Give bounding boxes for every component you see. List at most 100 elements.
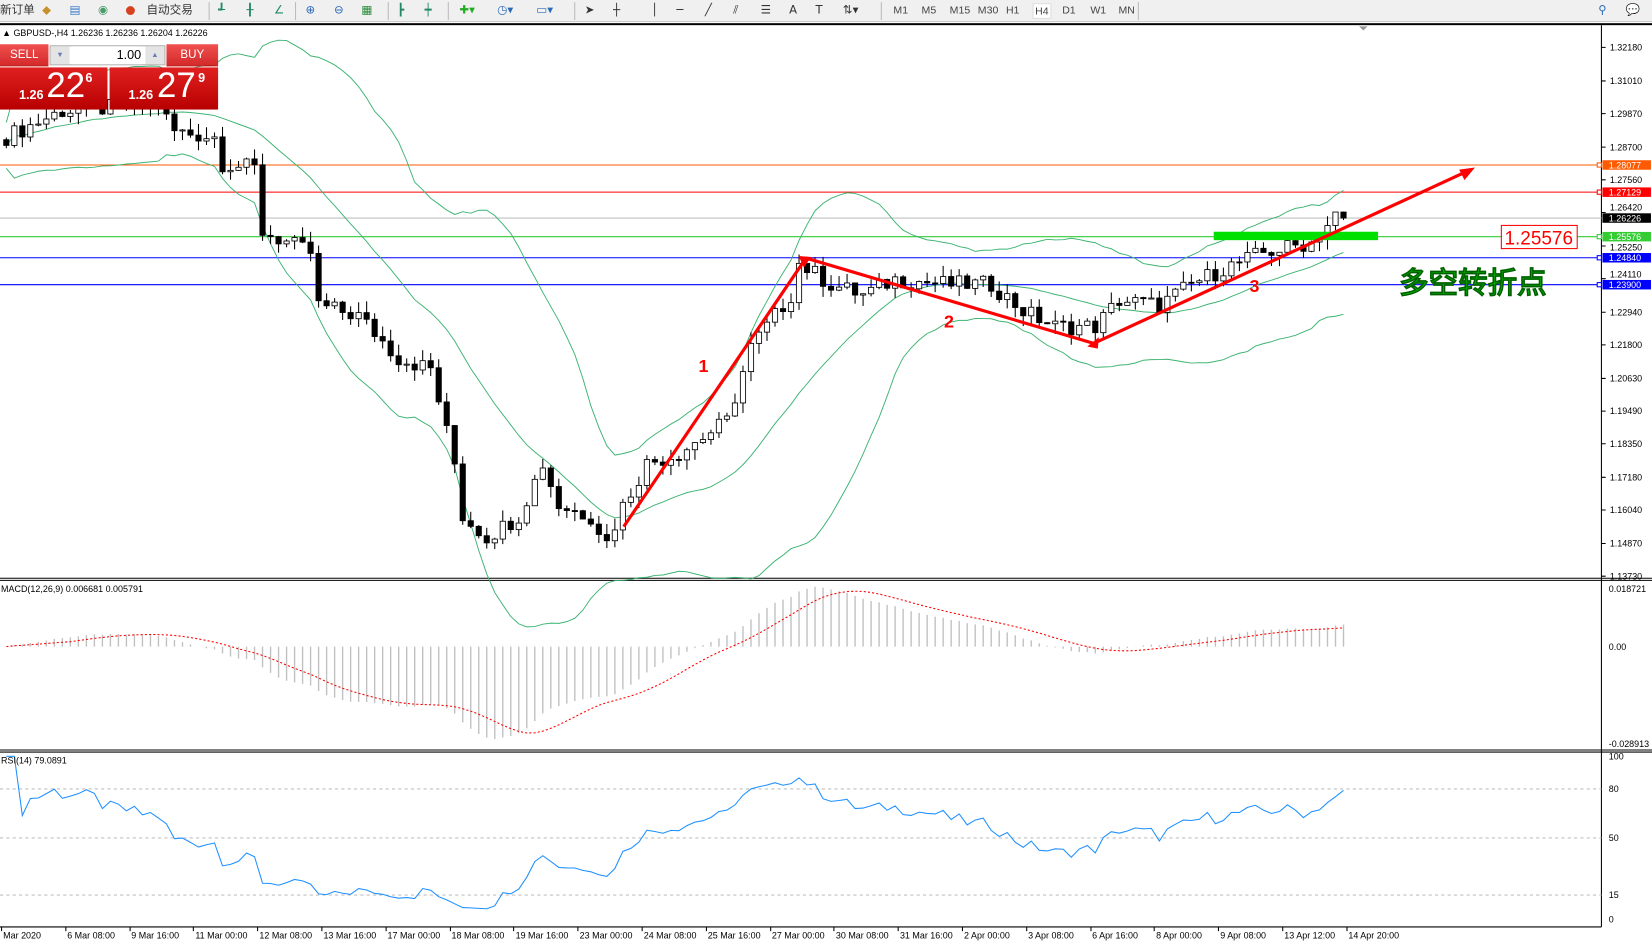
line-handle[interactable] [1596,255,1602,261]
candle[interactable] [996,281,1003,303]
candle[interactable] [1052,310,1059,335]
candle[interactable] [1228,257,1235,281]
candle[interactable] [539,458,546,481]
zoom-out-icon[interactable]: ⊖ [333,3,344,17]
candle[interactable] [1252,240,1259,254]
timeframe-m30[interactable]: M30 [977,5,999,17]
signals-icon[interactable]: ◉ [97,3,109,17]
candle[interactable] [339,300,346,320]
candle[interactable] [595,515,602,544]
lot-decrease-button[interactable]: ▼ [50,46,70,65]
chart-shift-icon[interactable]: ┿ [424,3,432,17]
market-watch-icon[interactable]: ▤ [69,3,81,17]
wave-1-trendline[interactable] [622,257,808,528]
candle[interactable] [43,108,50,130]
candle[interactable] [956,269,963,297]
candle[interactable] [211,132,218,149]
candle[interactable] [795,254,803,310]
text-label-icon[interactable]: T [815,3,823,17]
candle[interactable] [531,474,538,507]
candle[interactable] [988,274,995,297]
fibonacci-icon[interactable]: ☰ [760,3,772,17]
candle[interactable] [467,511,474,529]
lot-stepper[interactable]: ▼ ▲ [49,45,166,66]
candle[interactable] [627,488,634,508]
chart-window[interactable]: 1.28077 1.27129 1.25576 1.24840 1.23900 1.262… [0,23,1652,948]
line-chart-icon[interactable]: ∠ [273,3,285,17]
candle[interactable] [587,511,594,527]
candle[interactable] [683,447,690,470]
candle[interactable] [499,510,506,545]
candle[interactable] [403,358,410,373]
candle[interactable] [1284,239,1291,253]
cursor-icon[interactable]: ➤ [584,3,595,17]
candle[interactable] [555,478,562,517]
horizontal-line-icon[interactable]: ─ [676,3,684,17]
timeframe-h4[interactable]: H4 [1031,3,1052,19]
candle[interactable] [1124,296,1131,306]
candle[interactable] [1132,294,1139,310]
candle[interactable] [171,106,178,142]
candle[interactable] [275,235,282,253]
timeframe-m5[interactable]: M5 [921,5,937,17]
lot-input[interactable] [71,46,142,65]
candle[interactable] [972,278,979,296]
candle[interactable] [707,429,715,445]
candle[interactable] [1196,279,1203,286]
tile-windows-icon[interactable]: ▦ [361,3,373,17]
candle[interactable] [291,234,298,250]
candle[interactable] [563,505,570,518]
candle[interactable] [1036,299,1043,329]
candle[interactable] [1268,251,1275,267]
strategy-tester-icon[interactable]: ◆ [42,3,52,17]
candle[interactable] [379,326,386,349]
candle[interactable] [860,293,867,306]
candle[interactable] [603,523,610,549]
candle[interactable] [411,356,418,381]
auto-trading-icon[interactable]: ● [125,3,136,17]
candle[interactable] [828,275,835,297]
candle[interactable] [691,442,698,460]
candle[interactable] [435,359,442,405]
candle[interactable] [932,276,939,293]
candle[interactable] [451,425,458,474]
line-handle[interactable] [1596,189,1602,195]
candle[interactable] [1164,286,1171,323]
candle[interactable] [675,455,682,467]
candle[interactable] [515,517,522,537]
candle[interactable] [980,274,987,287]
timeframe-w1[interactable]: W1 [1090,5,1107,17]
candle[interactable] [347,306,354,325]
candle[interactable] [11,122,18,148]
candle[interactable] [940,265,947,288]
candle[interactable] [836,276,843,292]
timeframe-h1[interactable]: H1 [1005,5,1020,17]
candle[interactable] [779,298,787,320]
candle[interactable] [371,313,378,343]
candle[interactable] [35,113,42,127]
vertical-line-icon[interactable]: │ [651,3,659,17]
price-callout-box[interactable] [1500,224,1578,250]
candle[interactable] [1244,241,1251,269]
line-handle[interactable] [1596,282,1602,288]
candle[interactable] [283,239,290,248]
buy-price-box[interactable]: 1.26 27 9 [109,65,219,110]
timeframe-m15[interactable]: M15 [949,5,971,17]
candle[interactable] [1180,271,1187,291]
candle[interactable] [475,525,482,539]
lot-increase-button[interactable]: ▲ [145,46,165,65]
wave-2-trendline[interactable] [805,256,1095,345]
candle[interactable] [1092,316,1099,343]
candle[interactable] [571,502,578,522]
candle[interactable] [611,518,618,548]
chat-icon[interactable]: 💬 [1625,3,1641,17]
timeframe-m1[interactable]: M1 [893,5,909,17]
candle[interactable] [267,225,274,245]
candle[interactable] [1332,211,1339,231]
candle[interactable] [315,245,322,308]
candle[interactable] [619,498,626,540]
templates-icon[interactable]: ▭▾ [536,3,554,17]
candle[interactable] [1004,283,1011,309]
candle[interactable] [1292,238,1299,248]
candle[interactable] [27,117,34,142]
